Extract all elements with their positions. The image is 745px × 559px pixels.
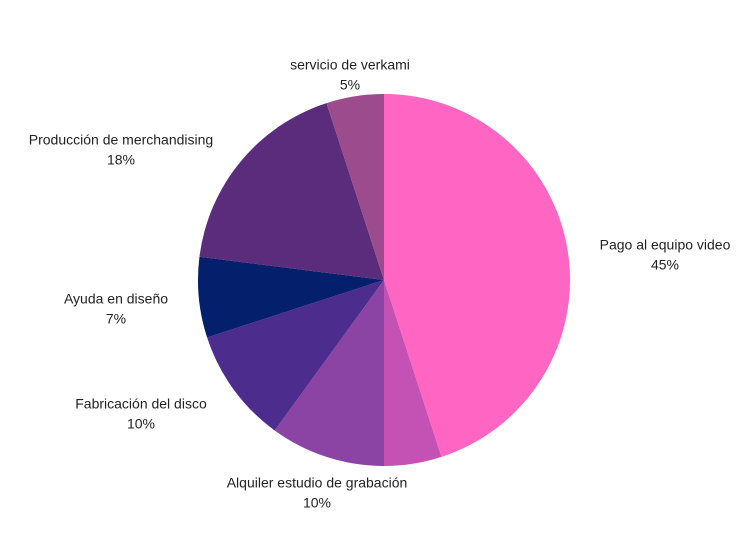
pie-slice	[384, 94, 570, 457]
pie-slice	[326, 94, 384, 280]
pie-slice	[197, 256, 384, 338]
slice-label: Ayuda en diseño	[64, 291, 168, 307]
slice-value-label: 18%	[107, 152, 135, 168]
pie-slice	[274, 280, 384, 466]
pie-slice	[384, 280, 442, 466]
slice-value-label: 5%	[340, 77, 360, 93]
slice-label: servicio de verkami	[290, 57, 410, 73]
slice-value-label: 7%	[106, 311, 126, 327]
slice-value-label: 10%	[303, 495, 331, 511]
slice-label: Pago al equipo video	[600, 237, 731, 253]
slice-label: Alquiler estudio de grabación	[227, 475, 408, 491]
slice-label: Fabricación del disco	[75, 396, 207, 412]
slice-label: Producción de merchandising	[29, 132, 213, 148]
slice-value-label: 10%	[127, 416, 155, 432]
slice-value-label: 45%	[651, 257, 679, 273]
pie-slice	[199, 103, 384, 280]
pie-slice	[207, 280, 384, 431]
